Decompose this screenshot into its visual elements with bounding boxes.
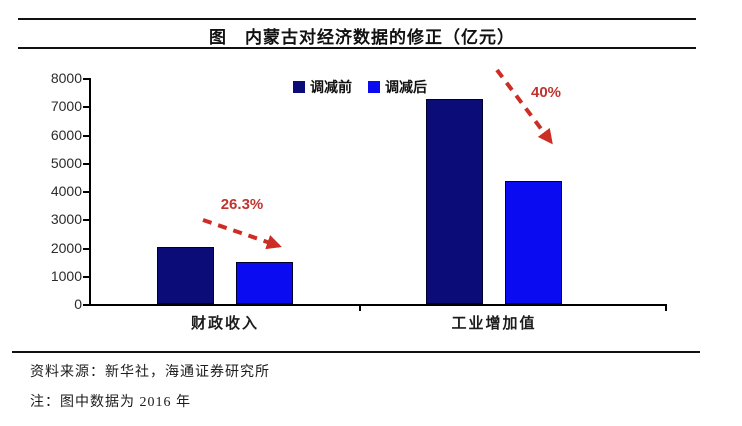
x-tick-mark — [665, 304, 667, 311]
bar-工业增加值-调减前 — [426, 99, 483, 304]
bar-财政收入-调减前 — [157, 247, 214, 304]
y-tick-mark — [83, 275, 90, 278]
decrease-arrow-fiscal-icon — [202, 218, 282, 250]
title-rule-bottom — [18, 47, 696, 49]
note-text: 注：图中数据为 2016 年 — [30, 395, 191, 410]
x-axis — [89, 304, 667, 306]
y-tick-mark — [83, 162, 90, 165]
legend-item-before: 调减前 — [293, 77, 352, 97]
x-tick-mark — [358, 304, 361, 311]
chart-legend: 调减前 调减后 — [0, 77, 720, 97]
y-tick-label: 1000 — [50, 267, 82, 284]
legend-swatch-before-icon — [293, 81, 305, 93]
y-tick-mark — [83, 106, 90, 109]
bar-工业增加值-调减后 — [505, 181, 562, 304]
annotation-industry-pct: 40% — [530, 84, 562, 101]
legend-swatch-after-icon — [368, 81, 380, 93]
legend-label-after: 调减后 — [385, 81, 427, 96]
y-tick-label: 8000 — [50, 70, 82, 86]
source-text: 资料来源：新华社，海通证券研究所 — [30, 365, 270, 380]
y-axis — [89, 78, 91, 306]
legend-label-before: 调减前 — [310, 81, 352, 96]
y-tick-label: 2000 — [50, 239, 82, 256]
y-tick-label: 3000 — [50, 211, 82, 228]
y-tick-mark — [83, 219, 90, 222]
x-category-label: 财政收入 — [190, 316, 259, 332]
annotation-fiscal-pct: 26.3% — [220, 196, 264, 213]
y-tick-mark — [83, 304, 90, 306]
title-rule-top — [18, 18, 696, 20]
y-tick-label: 5000 — [50, 154, 82, 171]
y-tick-label: 6000 — [50, 126, 82, 143]
y-tick-mark — [83, 78, 90, 80]
footer-rule — [12, 351, 700, 353]
legend-item-after: 调减后 — [368, 77, 427, 97]
y-tick-mark — [83, 191, 90, 193]
y-tick-label: 0 — [74, 296, 82, 312]
x-category-label: 工业增加值 — [451, 316, 537, 332]
bar-财政收入-调减后 — [236, 262, 293, 304]
y-tick-mark — [83, 134, 90, 137]
figure-title: 图 内蒙古对经济数据的修正（亿元） — [209, 28, 515, 47]
y-tick-mark — [83, 247, 90, 250]
y-tick-label: 7000 — [50, 98, 82, 115]
y-tick-label: 4000 — [50, 183, 82, 199]
